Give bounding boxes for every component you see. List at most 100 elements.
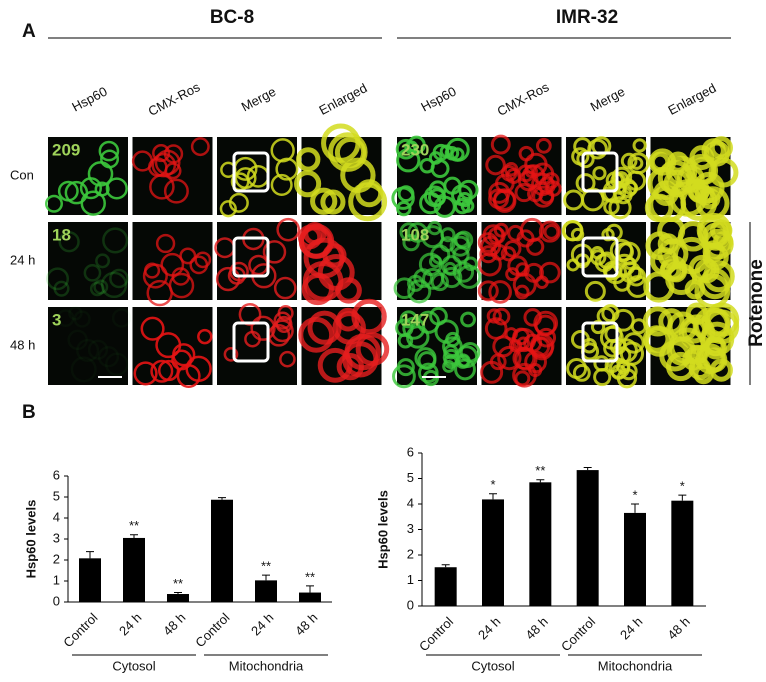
cell [543,223,560,240]
cell [194,251,212,269]
y-tick-label: 2 [53,551,60,566]
cell [279,350,296,368]
cell [623,332,645,354]
cell [298,316,335,353]
cell [262,240,287,264]
cell [298,224,333,259]
x-tick-label: Control [416,614,456,654]
bar [434,567,457,606]
bar [255,580,277,602]
cell [155,233,176,254]
x-tick-label: 48 h [522,614,551,643]
cell [443,176,462,195]
cell [609,238,634,263]
cell [56,309,75,328]
cell [488,280,512,304]
panel-label: B [22,402,36,423]
cell [310,187,338,215]
cell [445,331,461,348]
bar [299,592,321,602]
cell [97,345,120,368]
cell [493,222,509,238]
cell [454,230,474,250]
x-tick-label: 24 h [116,610,145,639]
cell [459,342,481,363]
y-tick-label: 1 [53,572,60,587]
zoom-box [581,151,619,193]
cell [336,352,364,381]
cell [317,253,355,291]
cell [514,370,531,387]
cell [439,144,454,159]
error-bar [218,497,226,500]
cell [294,170,322,198]
x-tick-label: 48 h [292,610,321,639]
cell [397,185,415,203]
cell [708,157,739,188]
cell [632,138,647,153]
cell [689,156,719,185]
cell [434,319,459,344]
cell [689,145,715,171]
cell [404,140,419,155]
column-header: Merge [588,84,628,115]
cell [419,191,442,215]
cell [563,189,584,211]
cell [529,336,554,361]
bar [123,537,145,602]
cell [307,310,342,345]
cell [704,335,726,357]
cell [160,252,185,277]
cell [490,243,508,261]
column-header: Merge [239,84,279,115]
y-tick-label: 0 [53,593,60,608]
cell [495,173,515,194]
y-tick-label: 6 [407,444,414,459]
image-number: 3 [52,310,61,329]
image-number: 18 [52,225,71,244]
cell [98,140,120,162]
cell [539,261,561,284]
y-tick-label: 4 [407,495,414,510]
cell [443,261,457,275]
cell [533,310,559,336]
cell [197,328,213,345]
cell [168,272,195,299]
cell [457,264,482,289]
cell [95,253,111,269]
cell [535,137,552,154]
cell [599,325,624,350]
y-tick-label: 5 [407,470,414,485]
bar [576,470,599,606]
cell [396,148,421,173]
cell [53,280,70,297]
cell [421,225,445,249]
cell [45,194,63,213]
cell [486,308,502,324]
cell-line-title: IMR-32 [556,7,618,28]
cell [608,196,632,220]
cell [518,170,539,192]
bar [624,512,646,606]
cell [105,177,128,200]
x-tick-label: 48 h [664,614,693,643]
cell [271,319,294,343]
cell [626,266,647,287]
cell [70,356,97,383]
cell [328,132,368,172]
cell [484,317,508,340]
cell [630,156,644,170]
zoom-box [232,236,270,278]
cell [710,219,733,242]
cell [492,307,511,326]
cell [270,138,295,163]
cell [402,233,420,252]
cell [514,284,530,300]
cell [320,189,346,215]
x-tick-label: 48 h [160,610,189,639]
zoom-box [232,151,270,193]
group-label: Cytosol [471,658,514,673]
cell [600,186,616,202]
cell [355,332,390,366]
cell [190,137,210,157]
